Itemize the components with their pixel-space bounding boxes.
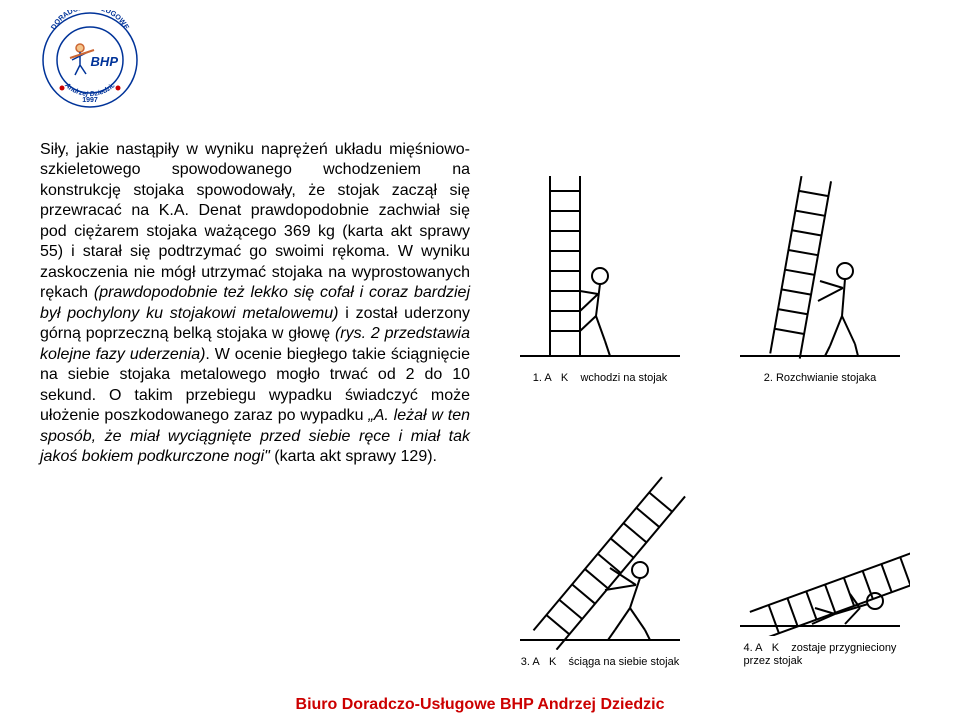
- figure-4-caption: 4. A K zostaje przygnieciony przez stoja…: [744, 642, 897, 668]
- main-content: Siły, jakie nastąpiły w wyniku naprężeń …: [40, 140, 920, 668]
- figure-1: 1. A K wchodzi na stojak: [500, 140, 700, 384]
- logo-text-bottom: Andrzej Dziedzic: [63, 81, 117, 98]
- figure-2-caption: 2. Rozchwianie stojaka: [764, 372, 877, 384]
- figures-grid: 1. A K wchodzi na stojak: [500, 140, 920, 668]
- figure-3: 3. A K ściąga na siebie stojak: [500, 424, 700, 668]
- figure-4: 4. A K zostaje przygnieciony przez stoja…: [720, 424, 920, 668]
- footer-text: Biuro Doradczo-Usługowe BHP Andrzej Dzie…: [0, 696, 960, 714]
- body-text-1a: Siły, jakie nastąpiły w wyniku naprężeń …: [40, 141, 470, 301]
- figure-1-caption: 1. A K wchodzi na stojak: [533, 372, 668, 384]
- company-logo: DORADCZO-USŁUGOWE Andrzej Dziedzic BHP 1…: [40, 10, 140, 110]
- figure-3-caption: 3. A K ściąga na siebie stojak: [521, 656, 679, 668]
- body-paragraph: Siły, jakie nastąpiły w wyniku naprężeń …: [40, 140, 470, 668]
- figure-2: 2. Rozchwianie stojaka: [720, 140, 920, 384]
- logo-year: 1997: [82, 97, 98, 104]
- body-text-1g: (karta akt sprawy 129).: [270, 448, 437, 465]
- logo-center: BHP: [91, 54, 119, 69]
- svg-text:Andrzej Dziedzic: Andrzej Dziedzic: [63, 81, 117, 98]
